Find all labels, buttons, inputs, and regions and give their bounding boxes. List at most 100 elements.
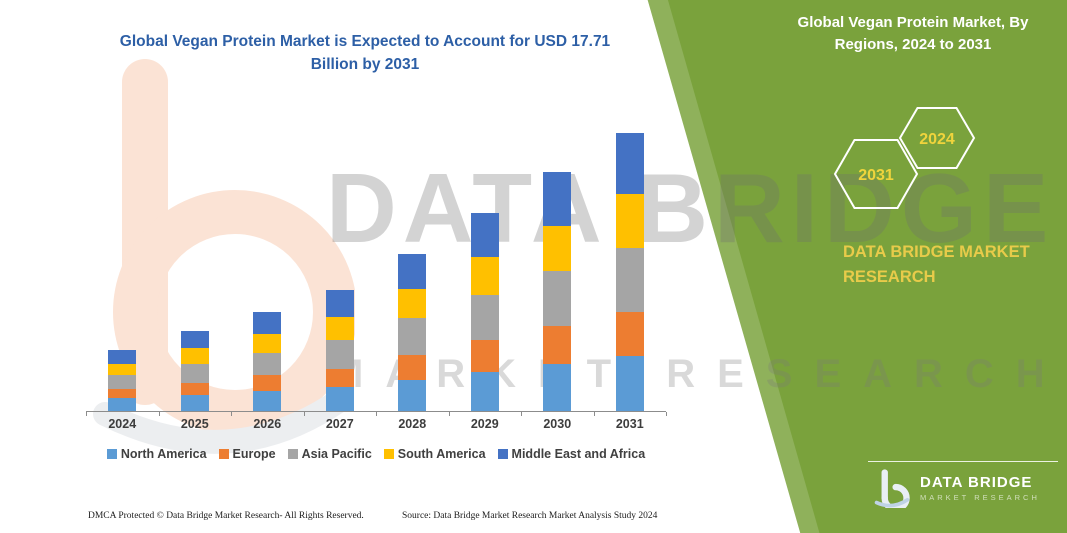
axis-tick [376,412,377,416]
bar-segment-middle-east-and-africa [470,213,499,258]
footer-brand-text: DATA BRIDGE MARKET RESEARCH [920,474,1040,502]
legend-swatch [218,449,229,459]
bar-segment-south-america [398,288,427,319]
bar-segment-asia-pacific [615,247,644,312]
axis-tick [303,412,305,416]
footer-brand-subtitle: MARKET RESEARCH [920,493,1040,502]
bar-slot [159,330,232,411]
bar-segment-south-america [543,225,572,272]
hexagon-badge-2031: 2031 [833,139,919,209]
bar-segment-asia-pacific [543,271,572,327]
bar-segment-europe [543,326,572,364]
bar-slot [86,349,159,411]
stacked-bar-2031 [615,132,644,411]
bar-segment-north-america [180,395,209,411]
legend-swatch [383,449,394,459]
bar-segment-north-america [398,379,427,411]
stacked-bar-2026 [253,312,282,411]
axis-tick [231,412,232,416]
legend-label: Asia Pacific [301,447,372,461]
bar-segment-middle-east-and-africa [398,254,427,289]
bar-segment-asia-pacific [108,374,137,390]
bar-segment-europe [470,340,499,372]
bar-segment-north-america [615,356,644,411]
footer-brand-title: DATA BRIDGE [920,474,1033,491]
legend-swatch [497,449,508,459]
bar-segment-asia-pacific [398,318,427,355]
x-axis-label: 2024 [108,417,137,431]
bar-slot [304,290,377,411]
bar-slot [521,172,594,411]
legend-item-north-america: North America [106,447,207,461]
bar-segment-asia-pacific [180,363,209,383]
footer-divider-line [868,461,1058,462]
x-axis-label: 2031 [615,417,644,431]
bar-segment-asia-pacific [470,294,499,341]
axis-tick [593,412,595,416]
bar-segment-middle-east-and-africa [615,132,644,195]
x-axis-label: 2028 [398,417,427,431]
legend-swatch [106,449,117,459]
legend-item-asia-pacific: Asia Pacific [287,447,372,461]
stacked-bar-2025 [180,330,209,411]
bar-segment-europe [325,368,354,388]
brand-name-text: DATA BRIDGE MARKET RESEARCH [843,243,1030,286]
bar-segment-north-america [108,398,137,411]
badge-2031-label: 2031 [858,167,894,184]
bar-segment-europe [180,382,209,396]
dmca-notice: DMCA Protected © Data Bridge Market Rese… [88,511,364,521]
x-axis-label: 2029 [470,417,499,431]
bar-segment-south-america [253,334,282,353]
watermark-text-line2: MARKET RESEARCH [330,352,1067,396]
bar-segment-asia-pacific [325,340,354,369]
bar-segment-asia-pacific [253,352,282,375]
legend-item-middle-east-and-africa: Middle East and Africa [497,447,645,461]
stacked-bar-2030 [543,172,572,411]
stacked-bar-2028 [398,254,427,411]
hexagon-badge-2024: 2024 [898,107,976,169]
stacked-bar-2024 [108,349,137,411]
legend-item-europe: Europe [218,447,276,461]
chart-legend: North America Europe Asia Pacific South Ame… [76,447,676,461]
legend-label: Europe [232,447,276,461]
bar-segment-middle-east-and-africa [108,349,137,364]
axis-tick [86,412,87,416]
legend-label: North America [120,447,207,461]
badge-2024-label: 2024 [919,131,955,148]
bar-segment-south-america [180,348,209,364]
axis-tick [521,412,522,416]
watermark-text-line1: DATA BRIDGE [326,153,1055,263]
bar-segment-south-america [108,363,137,375]
bar-segment-europe [615,312,644,356]
stacked-bar-chart: 2024 2025 2026 2027 2028 2029 2030 2031 North A… [86,131,676,461]
bar-slot [376,254,449,411]
axis-tick [666,412,667,416]
bar-segment-europe [108,389,137,399]
x-axis-label: 2025 [180,417,209,431]
data-bridge-logo-icon [874,469,910,508]
axis-tick [158,412,160,416]
bar-segment-south-america [615,194,644,248]
bar-segment-north-america [325,387,354,411]
source-note: Source: Data Bridge Market Research Mark… [402,511,658,521]
stacked-bar-2027 [325,290,354,411]
bar-segment-middle-east-and-africa [253,312,282,335]
bar-segment-south-america [470,257,499,295]
bar-slot [594,132,667,411]
x-axis-label: 2027 [325,417,354,431]
footer-brand-logo: DATA BRIDGE MARKET RESEARCH [872,468,1040,508]
legend-swatch [287,449,298,459]
bar-segment-middle-east-and-africa [543,172,572,226]
bar-segment-middle-east-and-africa [325,290,354,317]
bar-segment-middle-east-and-africa [180,330,209,349]
bar-slot [231,312,304,411]
bar-segment-south-america [325,316,354,341]
chart-title: Global Vegan Protein Market is Expected … [119,33,611,74]
panel-title: Global Vegan Protein Market, By Regions,… [797,14,1029,53]
x-axis-labels: 2024 2025 2026 2027 2028 2029 2030 2031 [86,417,666,431]
bar-segment-north-america [470,371,499,411]
bar-segment-europe [253,374,282,391]
legend-label: South America [397,447,486,461]
stacked-bar-2029 [470,213,499,411]
